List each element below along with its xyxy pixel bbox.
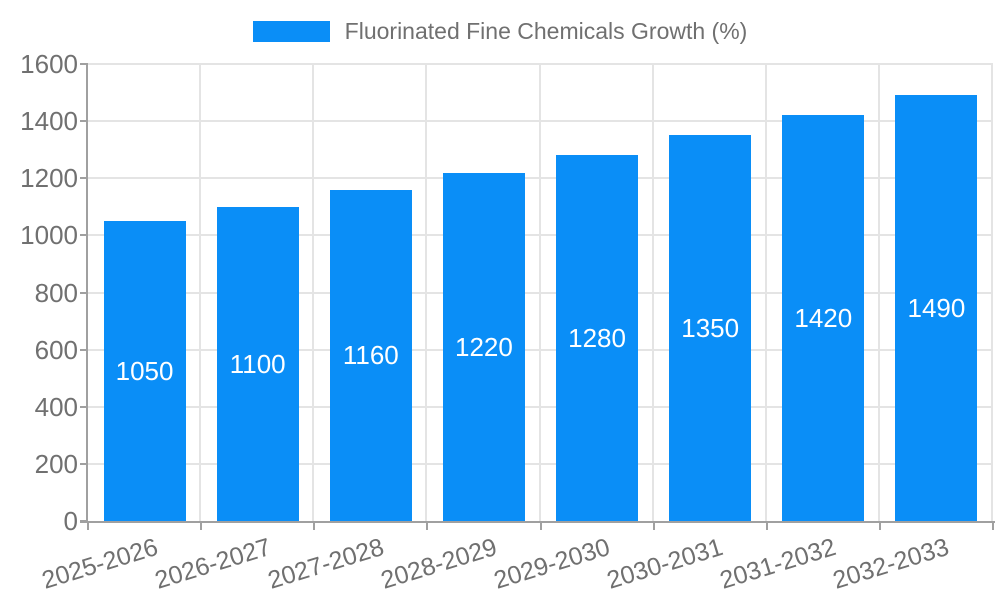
y-tick-label: 0: [63, 506, 78, 536]
gridline-y-1400: [88, 120, 993, 123]
bar-2026-2027: 1100: [216, 206, 299, 521]
gridline-y-1000: [88, 234, 993, 237]
gridline-y-400: [88, 405, 993, 408]
bar-2032-2033: 1490: [895, 95, 978, 521]
x-axis-tick: [652, 521, 655, 530]
bar-value-label: 1280: [568, 323, 626, 354]
y-axis-tick: [80, 405, 88, 408]
gridline-x-3: [425, 64, 428, 521]
x-axis-tick: [765, 521, 768, 530]
gridline-x-4: [538, 64, 541, 521]
bar-2028-2029: 1220: [442, 172, 525, 521]
bar-value-label: 1160: [342, 340, 399, 371]
legend-swatch: [252, 21, 330, 42]
bar-value-label: 1220: [455, 331, 513, 362]
y-tick-label: 800: [34, 277, 78, 308]
y-axis-line: [86, 64, 88, 523]
x-axis-tick: [87, 521, 89, 530]
legend-label: Fluorinated Fine Chemicals Growth (%): [344, 18, 748, 44]
gridline-y-800: [88, 291, 993, 294]
bar-value-label: 1350: [681, 313, 740, 344]
bar-2025-2026: 1050: [103, 221, 186, 521]
y-tick-label: 1200: [20, 163, 78, 194]
y-tick-label: 1600: [20, 49, 78, 79]
x-axis-tick: [878, 521, 881, 530]
gridline-y-1600: [88, 63, 993, 65]
bar-value-label: 1100: [229, 348, 286, 379]
y-axis-tick: [80, 234, 88, 237]
bar-2027-2028: 1160: [329, 189, 412, 521]
y-axis-tick: [80, 291, 88, 294]
y-axis-tick: [80, 177, 88, 180]
bar-2029-2030: 1280: [556, 155, 639, 521]
y-axis-tick: [80, 63, 88, 65]
x-axis-tick: [539, 521, 542, 530]
y-tick-label: 400: [34, 391, 78, 422]
y-axis-tick: [80, 348, 88, 351]
gridline-x-7: [877, 64, 880, 521]
gridline-x-1: [199, 64, 202, 521]
gridline-x-6: [764, 64, 767, 521]
y-tick-label: 1400: [20, 106, 78, 137]
x-axis-tick: [200, 521, 203, 530]
y-tick-label: 600: [34, 334, 78, 365]
bar-2031-2032: 1420: [782, 115, 865, 521]
y-axis-tick: [80, 120, 88, 123]
gridline-y-600: [88, 348, 993, 351]
x-axis-tick: [992, 521, 994, 530]
legend: Fluorinated Fine Chemicals Growth (%): [0, 18, 1000, 45]
gridline-y-200: [88, 462, 993, 465]
y-tick-label: 200: [34, 448, 78, 479]
gridline-x-8: [991, 64, 993, 521]
bar-value-label: 1050: [115, 356, 174, 387]
bar-value-label: 1420: [794, 303, 853, 334]
gridline-y-1200: [88, 177, 993, 180]
x-axis-tick: [426, 521, 429, 530]
y-tick-label: 1000: [20, 220, 78, 251]
x-axis-tick: [313, 521, 316, 530]
plot-area: 1050 1100 1160 1220 1280 1350 1420 1490: [88, 63, 993, 521]
bar-value-label: 1490: [907, 293, 966, 324]
gridline-x-5: [651, 64, 654, 521]
y-axis-tick: [80, 462, 88, 465]
gridline-x-2: [312, 64, 315, 521]
bar-2030-2031: 1350: [669, 135, 752, 521]
x-axis-line: [80, 521, 995, 523]
